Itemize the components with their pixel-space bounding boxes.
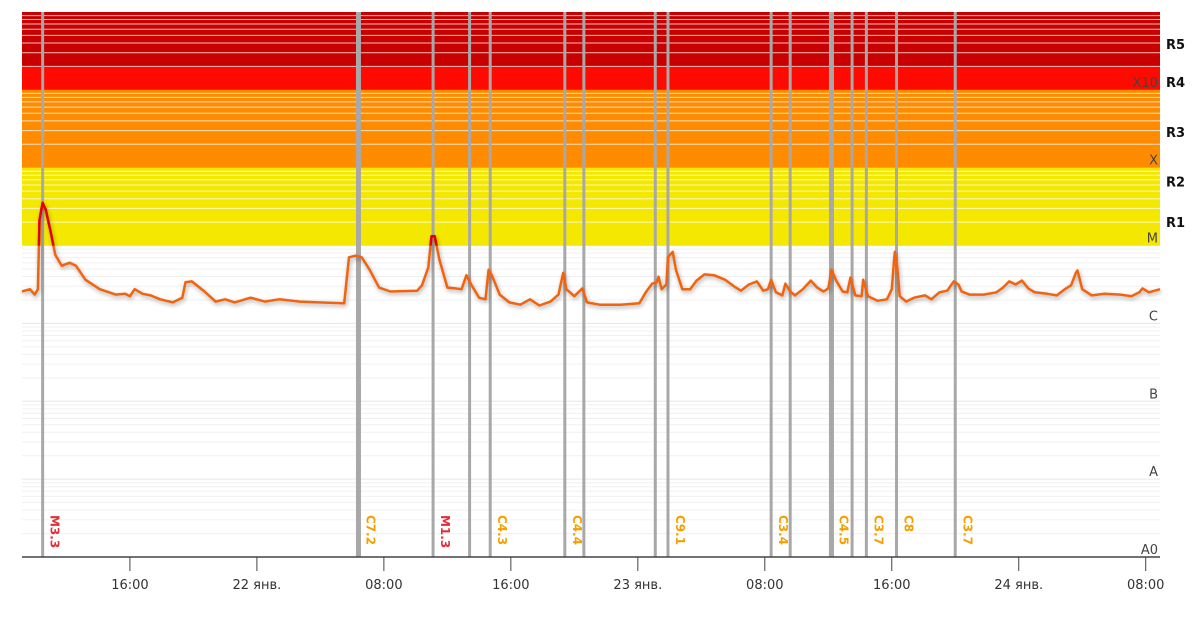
class-label: X10 [1133,76,1158,91]
band-x10 [22,66,1160,90]
class-label: X [1149,154,1158,169]
flare-label: C9.1 [673,515,687,545]
x-tick-label: 08:00 [1127,578,1164,593]
class-label: B [1149,387,1158,402]
x-tick-label: 22 янв. [233,578,282,593]
radio-blackout-label: R5 [1166,38,1185,53]
band-x [22,89,1160,168]
flare-label: C3.7 [960,515,974,545]
x-tick-label: 08:00 [365,578,402,593]
flare-label: C3.4 [776,515,790,545]
flux-series [21,201,1161,307]
flare-label: C7.2 [363,515,377,545]
flare-label: C3.7 [871,515,885,545]
band-x20 [22,12,1160,67]
class-label: M [1147,232,1158,247]
flare-label: C8 [902,515,916,532]
x-tick-label: 24 янв. [994,578,1043,593]
x-tick-label: 16:00 [111,578,148,593]
flare-markers: M3.3 C7.2 M1.3 C4.3 C4.4 C9.1 C3.4 C4.5 C3.7 C8 C3… [41,12,974,557]
radio-blackout-label: R4 [1166,76,1185,91]
flare-label: M1.3 [438,515,452,548]
radio-blackout-label: R3 [1166,126,1185,141]
class-label: A [1149,465,1158,480]
class-label: A0 [1141,543,1158,558]
class-bands [22,12,1160,246]
x-tick-label: 08:00 [746,578,783,593]
level-labels: A0 A B C M X X10 R1 R2 R3 R4 R5 [1133,38,1186,558]
x-tick-label: 23 янв. [613,578,662,593]
x-tick-label: 16:00 [873,578,910,593]
x-axis: 16:00 22 янв. 08:00 16:00 23 янв. 08:00 16:00 2… [22,556,1164,593]
flare-label: C4.3 [495,515,509,545]
flare-label: C4.5 [836,515,850,545]
class-label: C [1149,309,1158,324]
band-m [22,167,1160,246]
flare-label: C4.4 [570,515,584,545]
x-tick-label: 16:00 [492,578,529,593]
flare-label: M3.3 [48,515,62,548]
radio-blackout-label: R1 [1166,216,1185,231]
radio-blackout-label: R2 [1166,176,1185,191]
flux-line [21,201,1161,307]
